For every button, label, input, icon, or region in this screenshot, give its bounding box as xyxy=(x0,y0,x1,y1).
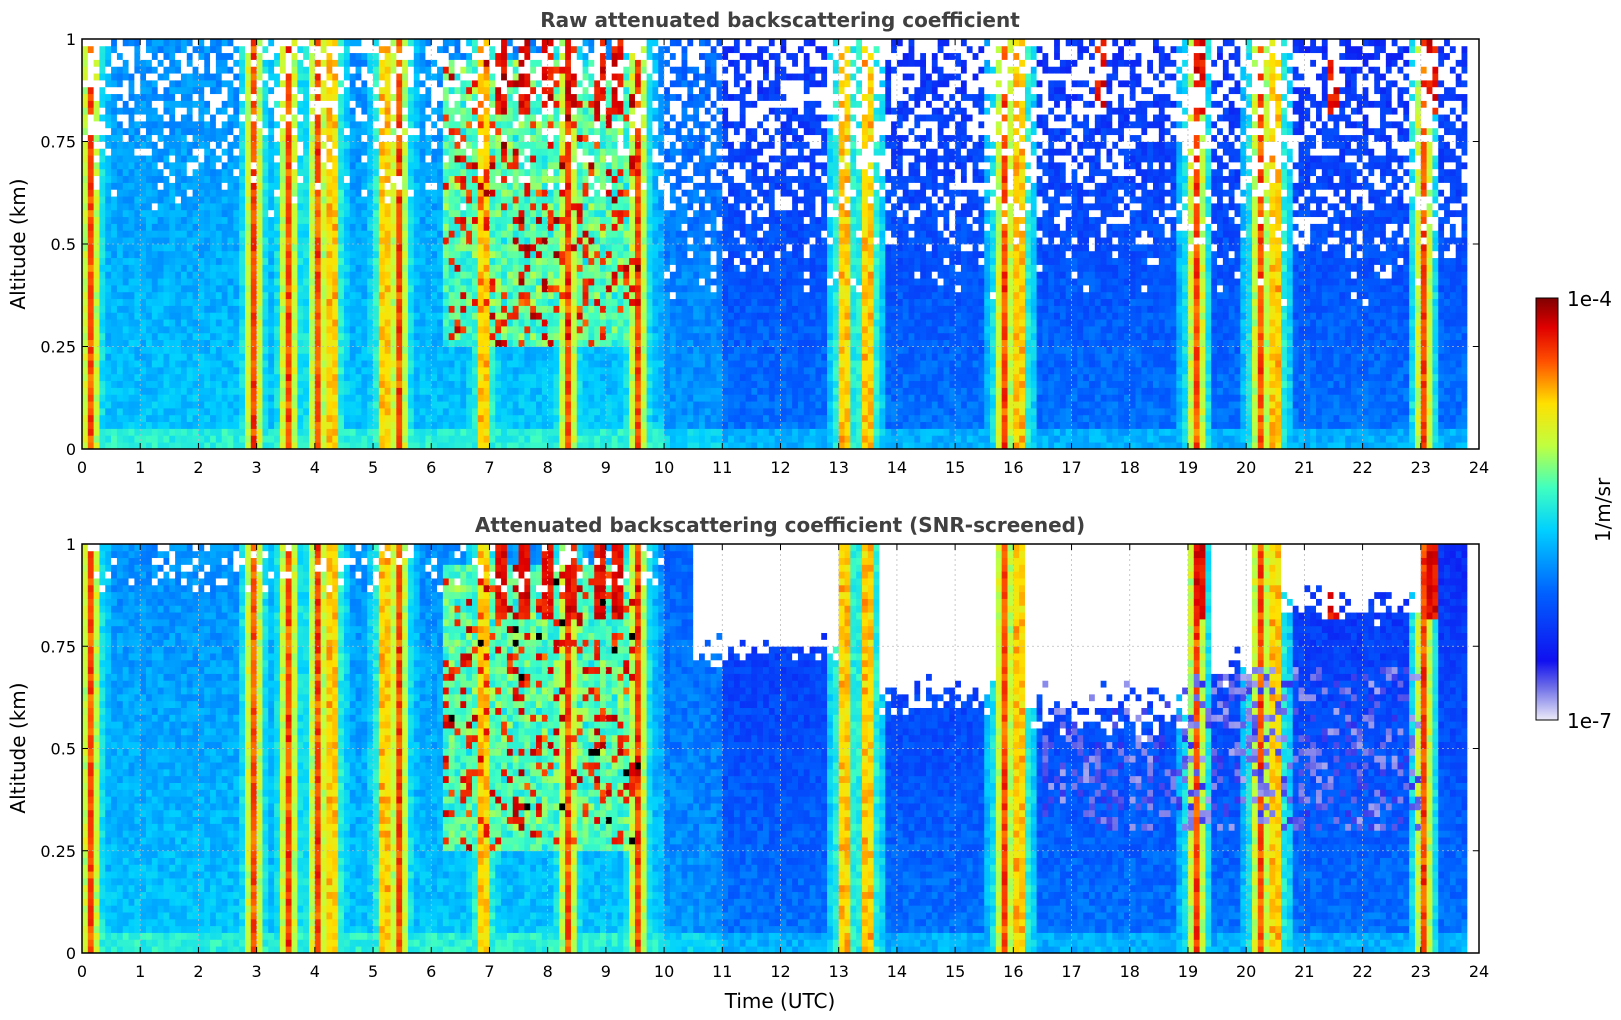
colorbar-min-label: 1e-7 xyxy=(1567,709,1612,733)
x-tick-label: 8 xyxy=(543,458,553,477)
x-axis-ticks-screened: 0 1 2 3 4 5 6 7 8 9 10 11 12 13 14 15 16 17 18 19 20 21 22 23 24 xyxy=(77,544,1489,981)
x-tick-label: 3 xyxy=(252,458,262,477)
x-tick-label: 8 xyxy=(543,962,553,981)
chart-title-raw: Raw attenuated backscattering coefficien… xyxy=(540,8,1020,32)
x-tick-label: 1 xyxy=(135,458,145,477)
y-tick-label: 0.5 xyxy=(51,235,76,254)
x-tick-label: 0 xyxy=(77,962,87,981)
x-tick-label: 1 xyxy=(135,962,145,981)
x-tick-label: 0 xyxy=(77,458,87,477)
panel-raw: Raw attenuated backscattering coefficien… xyxy=(6,8,1489,477)
x-tick-label: 15 xyxy=(945,962,965,981)
x-tick-label: 20 xyxy=(1236,962,1256,981)
x-tick-label: 5 xyxy=(368,458,378,477)
x-tick-label: 14 xyxy=(887,458,907,477)
x-tick-label: 17 xyxy=(1061,962,1081,981)
chart-title-screened: Attenuated backscattering coefficient (S… xyxy=(475,513,1085,537)
colorbar-gradient xyxy=(1535,297,1559,721)
x-tick-label: 16 xyxy=(1003,962,1023,981)
x-tick-label: 18 xyxy=(1120,962,1140,981)
x-tick-label: 6 xyxy=(426,458,436,477)
x-tick-label: 24 xyxy=(1469,458,1489,477)
y-tick-label: 0.75 xyxy=(40,637,76,656)
y-axis-ticks-screened: 0 0.25 0.5 0.75 1 xyxy=(40,535,1479,963)
x-tick-label: 2 xyxy=(193,458,203,477)
x-tick-label: 24 xyxy=(1469,962,1489,981)
y-tick-label: 0.5 xyxy=(51,740,76,759)
x-tick-label: 20 xyxy=(1236,458,1256,477)
y-tick-label: 0.25 xyxy=(40,338,76,357)
x-tick-label: 23 xyxy=(1411,458,1431,477)
colorbar: 1e-4 1e-7 1/m/sr xyxy=(1535,287,1615,733)
x-tick-label: 15 xyxy=(945,458,965,477)
x-tick-label: 5 xyxy=(368,962,378,981)
y-tick-label: 1 xyxy=(66,535,76,554)
x-tick-label: 23 xyxy=(1411,962,1431,981)
x-tick-label: 10 xyxy=(654,458,674,477)
x-tick-label: 11 xyxy=(712,458,732,477)
x-axis-ticks-raw: 0 1 2 3 4 5 6 7 8 9 10 11 12 13 14 15 16 17 18 19 20 21 22 23 24 xyxy=(77,39,1489,477)
y-axis-label-screened: Altitude (km) xyxy=(6,682,30,813)
x-tick-label: 10 xyxy=(654,962,674,981)
colorbar-max-label: 1e-4 xyxy=(1567,287,1612,311)
x-tick-label: 21 xyxy=(1294,962,1314,981)
x-tick-label: 7 xyxy=(484,458,494,477)
y-tick-label: 0 xyxy=(66,440,76,459)
heatmap-screened xyxy=(82,544,1479,953)
y-axis-ticks-raw: 0 0.25 0.5 0.75 1 xyxy=(40,30,1479,459)
x-tick-label: 6 xyxy=(426,962,436,981)
x-tick-label: 14 xyxy=(887,962,907,981)
y-axis-label-raw: Altitude (km) xyxy=(6,178,30,309)
heatmap-raw xyxy=(82,39,1479,449)
y-tick-label: 0.75 xyxy=(40,133,76,152)
x-tick-label: 2 xyxy=(193,962,203,981)
x-tick-label: 13 xyxy=(829,962,849,981)
x-tick-label: 21 xyxy=(1294,458,1314,477)
x-tick-label: 9 xyxy=(601,458,611,477)
x-tick-label: 16 xyxy=(1003,458,1023,477)
x-tick-label: 3 xyxy=(252,962,262,981)
y-tick-label: 0.25 xyxy=(40,842,76,861)
x-tick-label: 22 xyxy=(1352,962,1372,981)
x-tick-label: 11 xyxy=(712,962,732,981)
x-tick-label: 13 xyxy=(829,458,849,477)
x-tick-label: 12 xyxy=(770,962,790,981)
x-tick-label: 4 xyxy=(310,962,320,981)
x-tick-label: 17 xyxy=(1061,458,1081,477)
panel-screened: Attenuated backscattering coefficient (S… xyxy=(6,513,1489,1013)
x-tick-label: 19 xyxy=(1178,962,1198,981)
x-tick-label: 9 xyxy=(601,962,611,981)
colorbar-label: 1/m/sr xyxy=(1591,477,1615,542)
x-tick-label: 4 xyxy=(310,458,320,477)
x-axis-label: Time (UTC) xyxy=(724,989,836,1013)
y-tick-label: 1 xyxy=(66,30,76,49)
y-tick-label: 0 xyxy=(66,944,76,963)
x-tick-label: 18 xyxy=(1120,458,1140,477)
x-tick-label: 7 xyxy=(484,962,494,981)
x-tick-label: 22 xyxy=(1352,458,1372,477)
x-tick-label: 12 xyxy=(770,458,790,477)
x-tick-label: 19 xyxy=(1178,458,1198,477)
